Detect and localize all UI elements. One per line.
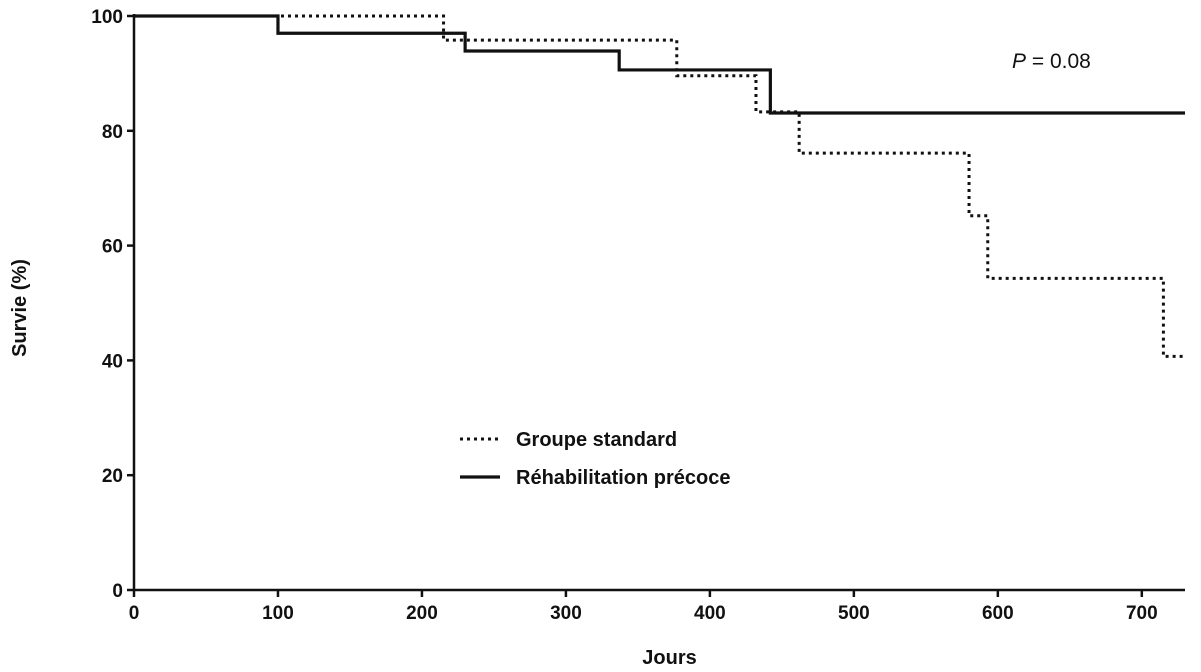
p-value-symbol: P [1012,50,1026,73]
p-value-annotation: P = 0.08 [1012,50,1091,73]
y-tick-label: 0 [112,581,123,602]
x-axis-title: Jours [642,647,696,669]
legend-label-standard: Groupe standard [516,429,677,451]
x-tick-label: 200 [406,603,438,624]
y-tick-label: 60 [102,237,123,258]
x-ticks: 0 100 200 300 400 500 600 700 [129,590,1158,624]
y-tick-label: 80 [102,122,123,143]
x-tick-label: 100 [262,603,294,624]
x-tick-label: 600 [982,603,1014,624]
x-tick-label: 400 [694,603,726,624]
plot-area: 0 100 200 300 400 500 600 700 0 20 40 60 80 100 [91,7,1185,624]
x-tick-label: 500 [838,603,870,624]
p-value-text: = 0.08 [1026,50,1091,73]
y-tick-label: 100 [91,7,123,28]
x-tick-label: 300 [550,603,582,624]
y-tick-label: 40 [102,351,123,372]
legend-label-rehab: Réhabilitation précoce [516,467,731,489]
y-tick-label: 20 [102,466,123,487]
series-line-standard [134,14,1185,358]
series-layer [134,14,1185,358]
x-tick-label: 0 [129,603,140,624]
x-tick-label: 700 [1126,603,1158,624]
legend: Groupe standard Réhabilitation précoce [460,429,731,489]
y-axis-title: Survie (%) [9,259,31,357]
series-line-rehab [134,14,1185,115]
y-ticks: 0 20 40 60 80 100 [91,7,134,602]
